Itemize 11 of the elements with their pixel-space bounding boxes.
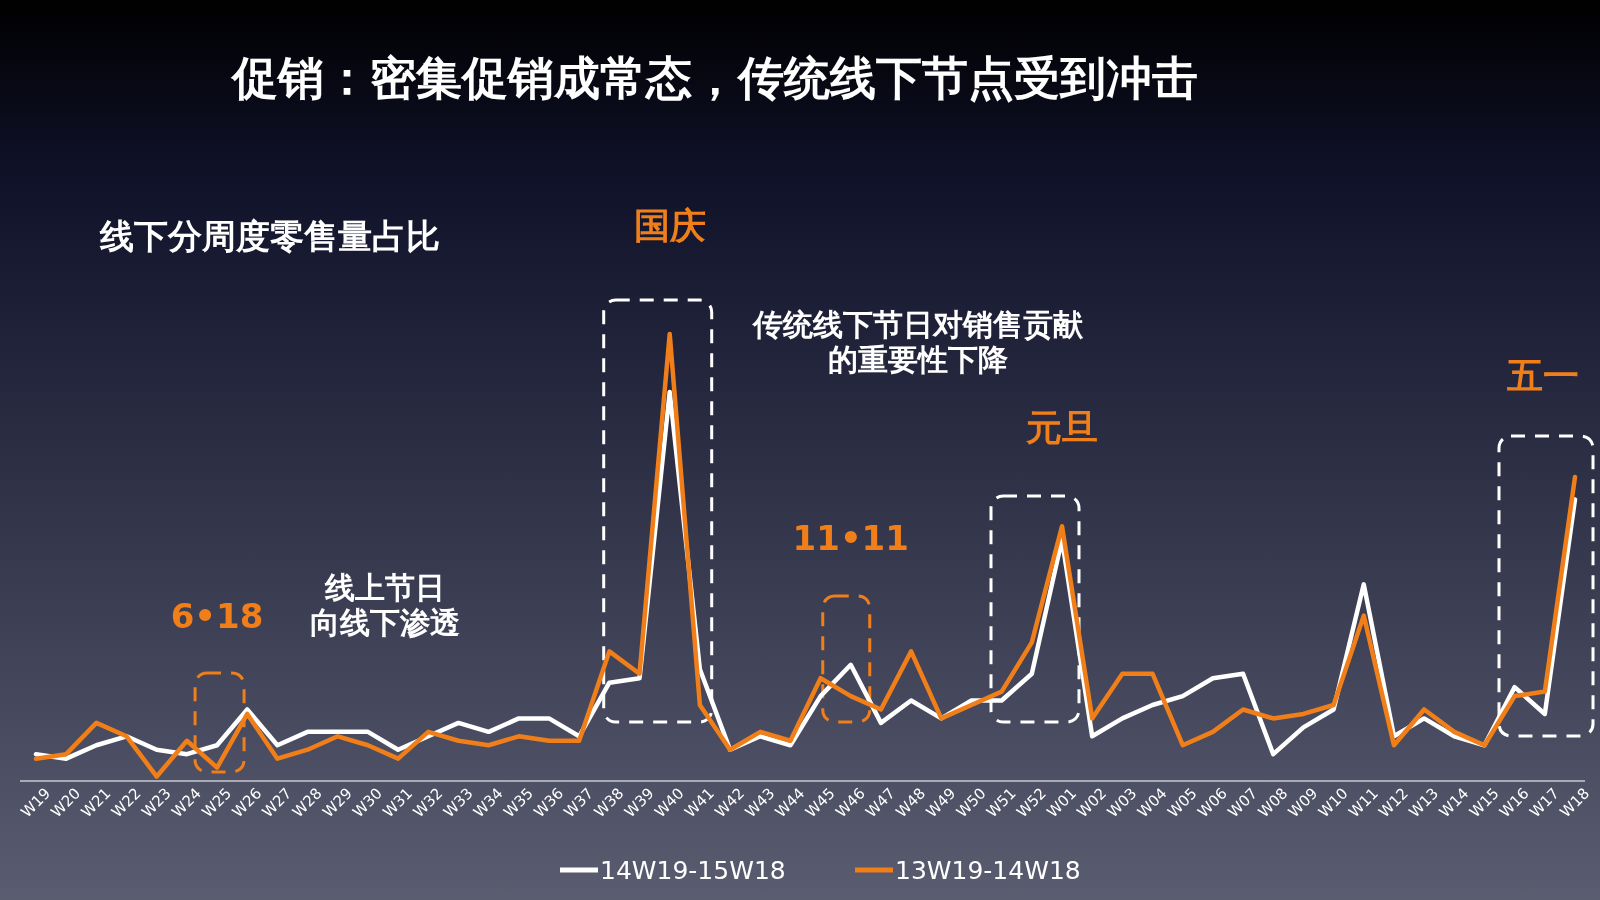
annotation: 线上节日向线下渗透	[310, 570, 460, 640]
chart-subtitle: 线下分周度零售量占比	[99, 216, 440, 256]
annotation: 五一	[1507, 355, 1579, 396]
legend-label: 13W19-14W18	[895, 856, 1081, 885]
text: 国庆	[633, 205, 706, 246]
annotation: 传统线下节日对销售贡献的重要性下降	[752, 307, 1084, 377]
annotation: 6•18	[170, 596, 264, 636]
chart-title: 促销：密集促销成常态，传统线下节点受到冲击	[230, 51, 1198, 105]
legend-label: 14W19-15W18	[600, 856, 786, 885]
annotation: 元旦	[1025, 407, 1098, 448]
annotation: 11•11	[792, 518, 909, 558]
